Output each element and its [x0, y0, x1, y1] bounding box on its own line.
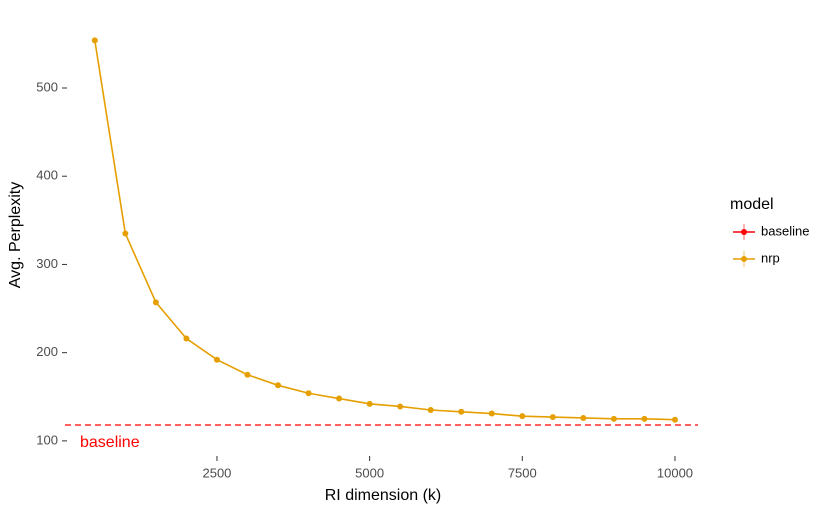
point — [580, 414, 587, 421]
legend-key-point — [741, 256, 747, 262]
point — [671, 416, 678, 423]
legend-title: model — [730, 196, 774, 213]
point — [213, 356, 220, 363]
point — [122, 230, 129, 237]
x-tick-label: 2500 — [202, 465, 231, 480]
y-tick-label: 300 — [36, 256, 58, 271]
point — [549, 414, 556, 421]
x-axis-label: RI dimension (k) — [325, 487, 441, 504]
y-tick-label: 500 — [36, 79, 58, 94]
series-line — [94, 40, 675, 421]
y-axis-label: Avg. Perplexity — [7, 182, 24, 288]
x-tick-label: 7500 — [508, 465, 537, 480]
legend-label: baseline — [761, 223, 809, 238]
y-tick-label: 400 — [36, 168, 58, 183]
legend-key-point — [741, 229, 747, 235]
point — [641, 415, 648, 422]
y-tick-label: 200 — [36, 344, 58, 359]
x-tick-label: 10000 — [657, 465, 693, 480]
x-tick-label: 5000 — [355, 465, 384, 480]
legend-label: nrp — [761, 250, 780, 265]
point — [427, 407, 434, 414]
point — [397, 403, 404, 410]
point — [610, 415, 617, 422]
point — [366, 400, 373, 407]
point — [183, 335, 190, 342]
point — [305, 390, 312, 397]
point — [91, 37, 98, 44]
point — [488, 410, 495, 417]
point — [152, 299, 159, 306]
point — [275, 382, 282, 389]
point — [458, 408, 465, 415]
point — [244, 371, 251, 378]
annotation: baseline — [80, 434, 140, 451]
y-tick-label: 100 — [36, 432, 58, 447]
point — [336, 395, 343, 402]
point — [519, 413, 526, 420]
